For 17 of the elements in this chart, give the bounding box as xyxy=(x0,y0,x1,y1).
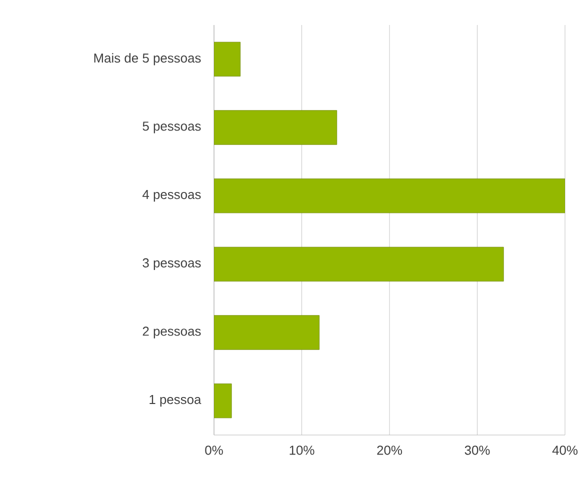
x-tick-label: 20% xyxy=(377,446,402,455)
bar xyxy=(214,246,504,282)
bar xyxy=(214,42,241,76)
x-tick-label: 40% xyxy=(552,446,578,455)
y-tick-label: 3 pessoas xyxy=(142,258,201,270)
bar xyxy=(214,315,320,350)
y-tick-label: 4 pessoas xyxy=(142,190,201,202)
x-tick-label: 10% xyxy=(290,446,314,455)
y-tick-label: 5 pessoas xyxy=(142,122,201,134)
bar xyxy=(214,178,566,214)
bar xyxy=(214,384,232,418)
y-tick-label: 2 pessoas xyxy=(142,326,201,338)
x-tick-label: 30% xyxy=(464,446,490,455)
y-tick-label: 1 pessoa xyxy=(150,395,202,407)
y-tick-label: Mais de 5 pessoas xyxy=(94,53,201,66)
x-tick-label: 0% xyxy=(205,446,223,455)
bar xyxy=(214,110,338,145)
